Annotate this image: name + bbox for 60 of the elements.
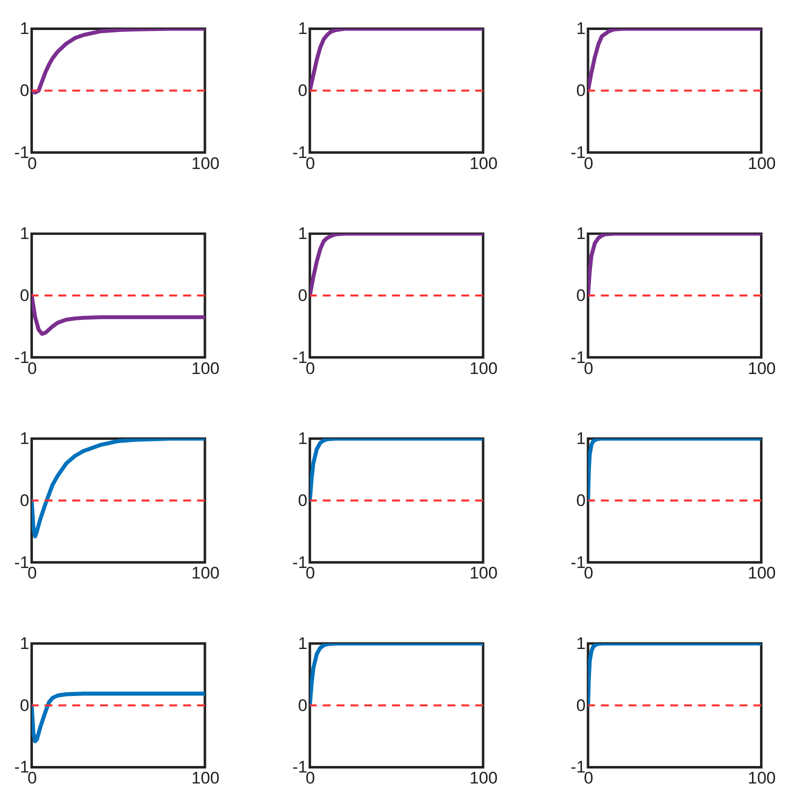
y-tick-label: -1 (292, 758, 308, 777)
y-tick-label: -1 (570, 348, 586, 367)
line-series (32, 438, 205, 538)
y-tick-label: 1 (298, 634, 308, 653)
y-tick-label: 1 (576, 429, 586, 448)
y-tick-label: -1 (292, 142, 308, 162)
x-tick-label: 100 (191, 154, 220, 173)
y-tick-label: 0 (298, 81, 308, 100)
y-tick-label: -1 (570, 552, 586, 572)
y-tick-label: 1 (576, 19, 586, 38)
line-series (588, 644, 762, 708)
x-tick-label: 100 (748, 358, 776, 378)
y-tick-label: -1 (14, 142, 30, 162)
x-tick-label: 100 (470, 358, 498, 378)
y-tick-label: -1 (292, 552, 308, 572)
y-tick-label: 1 (298, 19, 308, 38)
line-series (588, 28, 762, 93)
y-tick-label: 1 (298, 429, 308, 448)
x-tick-label: 100 (470, 154, 498, 173)
y-tick-label: 1 (298, 224, 308, 244)
y-tick-label: 0 (298, 490, 308, 510)
line-series (310, 644, 484, 708)
y-tick-label: 1 (20, 19, 30, 38)
y-tick-label: 0 (576, 696, 586, 715)
x-tick-label: 100 (470, 768, 498, 788)
x-tick-label: 100 (748, 768, 776, 788)
x-tick-label: 100 (748, 154, 776, 173)
y-tick-label: 0 (20, 696, 30, 715)
y-tick-label: 0 (298, 286, 308, 305)
y-tick-label: -1 (14, 758, 30, 777)
y-tick-label: -1 (14, 348, 30, 367)
y-tick-label: 0 (576, 286, 586, 305)
y-tick-label: 1 (20, 224, 30, 244)
line-series (32, 28, 205, 94)
line-series (588, 438, 762, 502)
x-tick-label: 100 (191, 358, 220, 378)
y-tick-label: 0 (576, 81, 586, 100)
y-tick-label: -1 (14, 552, 30, 572)
x-tick-label: 100 (191, 768, 220, 788)
x-tick-label: 100 (470, 564, 498, 583)
y-tick-label: 1 (20, 634, 30, 653)
line-series (588, 234, 762, 298)
line-series (310, 234, 484, 298)
y-tick-label: -1 (292, 348, 308, 367)
y-tick-label: -1 (570, 758, 586, 777)
y-tick-label: 0 (576, 490, 586, 510)
y-tick-label: 0 (20, 81, 30, 100)
line-series (32, 692, 205, 744)
x-tick-label: 100 (748, 564, 776, 583)
y-tick-label: 0 (20, 286, 30, 305)
y-tick-label: 1 (576, 634, 586, 653)
line-series (32, 294, 205, 336)
line-series (310, 438, 484, 502)
x-tick-label: 100 (191, 564, 220, 583)
y-tick-label: 1 (20, 429, 30, 448)
y-tick-label: -1 (570, 142, 586, 162)
y-tick-label: 0 (20, 490, 30, 510)
y-tick-label: 0 (298, 696, 308, 715)
y-tick-label: 1 (576, 224, 586, 244)
line-series (310, 28, 484, 93)
